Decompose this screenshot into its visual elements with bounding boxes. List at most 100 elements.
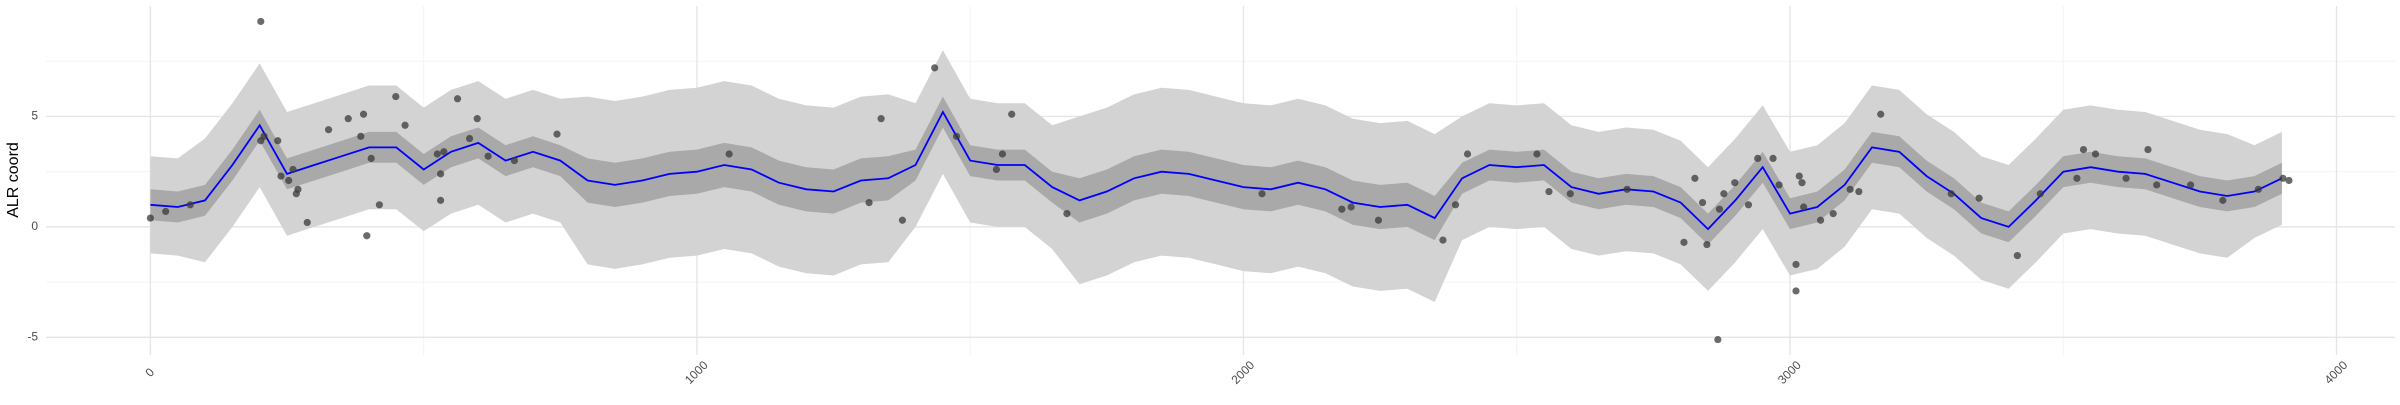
data-point [1258, 190, 1266, 198]
data-point [146, 214, 154, 222]
data-point [277, 172, 285, 180]
data-point [1533, 150, 1541, 158]
data-point [1754, 154, 1762, 163]
mean-line [150, 110, 2283, 231]
data-point [1798, 179, 1806, 187]
data-point [1792, 287, 1800, 295]
data-point [2013, 252, 2021, 260]
data-point [436, 196, 445, 204]
data-point [2254, 185, 2262, 193]
data-point [375, 201, 383, 209]
data-point [2219, 196, 2227, 204]
data-point [1829, 210, 1837, 218]
data-point [357, 132, 365, 140]
data-point [2279, 174, 2287, 182]
data-point [473, 115, 481, 123]
data-point [289, 165, 297, 174]
data-point [2153, 181, 2161, 189]
x-tick-label: 0 [142, 365, 157, 380]
data-point [898, 216, 907, 224]
data-point [877, 115, 885, 123]
data-point [274, 137, 282, 145]
data-point [1338, 205, 1346, 213]
x-tick-label: 1000 [682, 358, 711, 387]
x-tick-label: 2000 [1228, 358, 1257, 387]
data-point [1947, 190, 1955, 198]
data-point [1816, 216, 1825, 224]
data-point [1680, 238, 1688, 246]
data-point [1877, 110, 1885, 118]
data-point [285, 176, 293, 185]
data-point [1008, 110, 1016, 118]
data-point [1715, 205, 1724, 213]
data-point [1463, 150, 1472, 158]
data-point [1545, 187, 1553, 196]
y-tick-label: -5 [27, 330, 38, 344]
data-point [1775, 181, 1783, 189]
data-point [1566, 190, 1574, 198]
y-tick-label: 0 [31, 219, 38, 233]
data-point [1800, 203, 1808, 211]
data-point [1703, 240, 1711, 249]
data-point [440, 148, 448, 156]
data-point [2285, 176, 2293, 185]
y-axis-label: ALR coord [5, 142, 22, 218]
data-point [2122, 174, 2130, 182]
data-point [952, 132, 961, 140]
data-point [1698, 198, 1707, 207]
data-point [1744, 201, 1753, 209]
data-point [1714, 335, 1722, 344]
data-point [367, 154, 375, 163]
data-point [2186, 181, 2195, 189]
data-point [725, 150, 733, 158]
data-point [344, 115, 352, 123]
data-point [162, 207, 170, 216]
y-tick-label: 5 [31, 109, 38, 123]
data-point [433, 150, 441, 158]
data-point [1792, 260, 1800, 269]
data-point [1855, 187, 1863, 196]
data-point [553, 130, 561, 138]
data-point [510, 157, 518, 165]
data-point [324, 126, 333, 134]
x-tick-label: 3000 [1775, 358, 1804, 387]
data-point [1691, 174, 1699, 182]
data-point [2079, 145, 2088, 154]
data-point [2091, 150, 2100, 158]
confidence-band [150, 96, 2282, 245]
data-point [1063, 210, 1071, 218]
data-point [363, 232, 371, 240]
data-point [392, 92, 400, 101]
data-point [998, 150, 1007, 158]
data-point [436, 170, 445, 178]
data-point [1374, 216, 1383, 224]
data-point [865, 198, 873, 207]
data-point [992, 165, 1001, 174]
data-point [484, 152, 492, 160]
data-point [1720, 190, 1728, 198]
data-point [1731, 179, 1739, 187]
data-point [294, 185, 302, 193]
data-point [2073, 174, 2081, 182]
data-point [1347, 203, 1355, 211]
data-point [260, 132, 268, 140]
data-point [1795, 172, 1803, 180]
data-point [359, 110, 368, 118]
data-point [1975, 194, 1983, 202]
data-point [465, 134, 474, 143]
data-point [1846, 185, 1854, 193]
data-point [931, 64, 939, 72]
data-point [453, 95, 462, 103]
data-point [1451, 201, 1460, 209]
data-point [401, 121, 409, 129]
data-point [1439, 236, 1447, 244]
data-point [1769, 154, 1777, 163]
data-point [1623, 185, 1631, 193]
x-tick-label: 4000 [2322, 358, 2351, 387]
data-point [2144, 145, 2152, 154]
data-point [257, 17, 265, 26]
data-point [186, 201, 194, 209]
data-point [303, 218, 311, 227]
